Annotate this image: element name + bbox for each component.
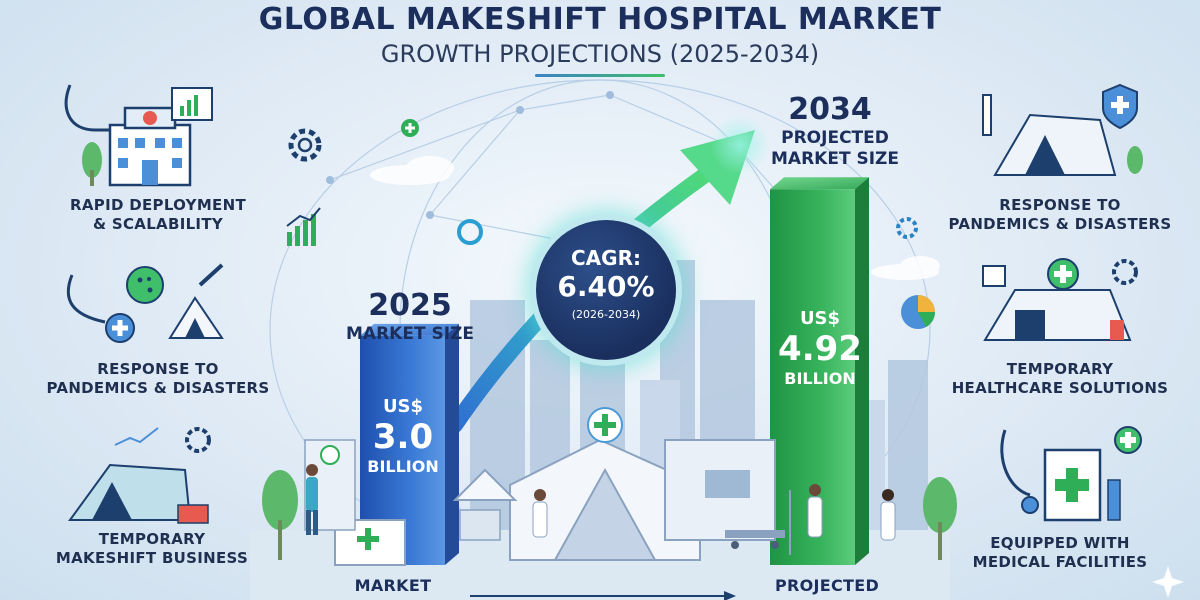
year-2025-caption-text: MARKET SIZE [346,324,474,344]
cagr-badge: CAGR: 6.40% (2026-2034) [536,220,676,360]
gear-small-icon [896,217,918,239]
field-hospital-tents [452,407,776,561]
bar-2025-value-label: US$ 3.0 BILLION [358,396,448,476]
feature-left-2-line1: RESPONSE TO [97,360,219,378]
feature-left-3-line1: TEMPORARY [98,530,206,548]
cloud-decoration [370,156,940,280]
bottom-right-label: PROJECTED [774,576,880,595]
feature-right-3-line1: EQUIPPED WITH [990,534,1130,552]
year-2034-caption-line2: MARKET SIZE [771,149,899,169]
trees [262,470,957,560]
pie-chart-icon [901,295,935,329]
bar-2034-value: 4.92 [778,329,862,369]
feature-left-1-line2: & SCALABILITY [92,215,224,233]
bar-2034-unit: BILLION [784,369,856,388]
bar-2025-side [445,323,459,565]
bar-2025-top [360,323,459,336]
bar-2034-currency: US$ [799,308,841,329]
feature-right-1-line1: RESPONSE TO [999,196,1121,214]
bar-2034-top [770,177,869,190]
feature-left-1: RAPID DEPLOYMENT & SCALABILITY [28,196,288,234]
year-2025-caption: MARKET SIZE [330,324,490,345]
location-ring-icon [457,219,483,245]
feature-right-3-line2: MEDICAL FACILITIES [972,553,1148,571]
bar-2025-currency: US$ [382,396,424,417]
page-subtitle: GROWTH PROJECTIONS (2025-2034) [380,40,820,68]
feature-left-3: TEMPORARY MAKESHIFT BUSINESS [22,530,282,568]
medical-staff-figures [306,464,896,555]
cagr-period: (2026-2034) [571,308,641,321]
bottom-left-label: MARKET [354,576,432,595]
reception-desk [304,439,406,566]
virus-stethoscope-icon [66,263,224,343]
field-tent-icon [68,427,211,524]
feature-left-2-line2: PANDEMICS & DISASTERS [46,379,270,397]
plus-badge-icon [401,119,419,137]
growth-chart-icon [286,207,321,246]
year-2034-caption-line1: PROJECTED [781,128,889,148]
cagr-value: 6.40% [557,270,655,303]
year-2034-label: 2034 [788,92,872,127]
year-2025-label: 2025 [368,288,452,323]
medical-kit-icon [1000,426,1142,522]
feature-right-2: TEMPORARY HEALTHCARE SOLUTIONS [930,360,1190,398]
feature-right-2-line2: HEALTHCARE SOLUTIONS [951,379,1169,397]
bar-2034-value-label: US$ 4.92 BILLION [770,308,870,388]
year-2034-caption: PROJECTED MARKET SIZE [755,128,915,170]
timeline-arrow [470,591,736,600]
feature-right-1-line2: PANDEMICS & DISASTERS [948,215,1172,233]
bar-2025-unit: BILLION [367,457,439,476]
feature-right-2-line1: TEMPORARY [1006,360,1114,378]
feature-left-1-line1: RAPID DEPLOYMENT [70,196,246,214]
bar-2034-side [855,177,869,566]
gear-icon [288,128,322,162]
feature-left-3-line2: MAKESHIFT BUSINESS [55,549,249,567]
hospital-building-icon [64,84,213,187]
bar-2025-value: 3.0 [372,417,434,457]
feature-right-3: EQUIPPED WITH MEDICAL FACILITIES [930,534,1190,572]
cagr-label: CAGR: [571,246,641,270]
page-title: GLOBAL MAKESHIFT HOSPITAL MARKET [258,2,942,37]
feature-right-1: RESPONSE TO PANDEMICS & DISASTERS [930,196,1190,234]
feature-left-2: RESPONSE TO PANDEMICS & DISASTERS [28,360,288,398]
subtitle-underline [535,74,665,77]
medical-tent-icon [982,258,1138,341]
sparkle-icon [1152,566,1184,598]
tent-shield-icon [982,83,1143,176]
